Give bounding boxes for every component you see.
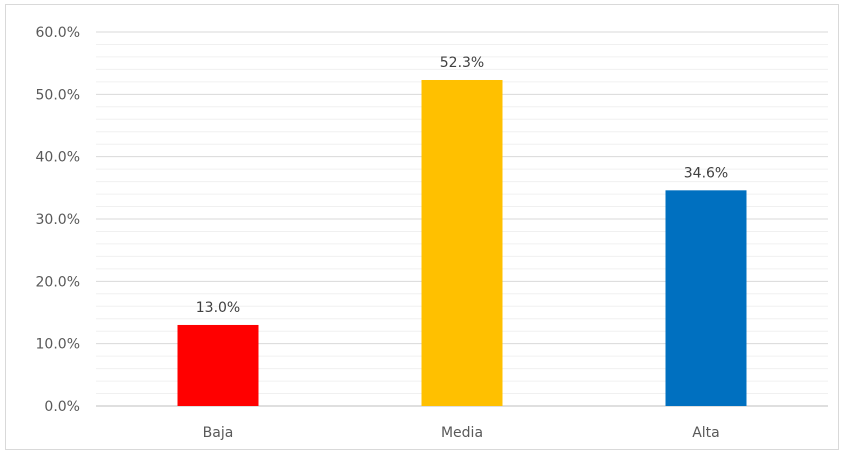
bar-media bbox=[421, 79, 503, 406]
x-tick-label-media: Media bbox=[441, 425, 483, 441]
y-tick-label: 10.0% bbox=[36, 337, 80, 353]
bar-alta bbox=[665, 190, 747, 406]
data-label-baja: 13.0% bbox=[196, 300, 240, 316]
x-tick-label-alta: Alta bbox=[692, 425, 720, 441]
y-tick-label: 30.0% bbox=[36, 212, 80, 228]
bar-baja bbox=[177, 324, 259, 406]
y-tick-label: 60.0% bbox=[36, 25, 80, 41]
x-tick-label-baja: Baja bbox=[203, 425, 234, 441]
y-tick-label: 40.0% bbox=[36, 150, 80, 166]
y-tick-label: 50.0% bbox=[36, 87, 80, 103]
y-tick-label: 0.0% bbox=[44, 399, 80, 415]
data-label-alta: 34.6% bbox=[684, 165, 728, 181]
data-label-media: 52.3% bbox=[440, 55, 484, 71]
y-tick-label: 20.0% bbox=[36, 274, 80, 290]
